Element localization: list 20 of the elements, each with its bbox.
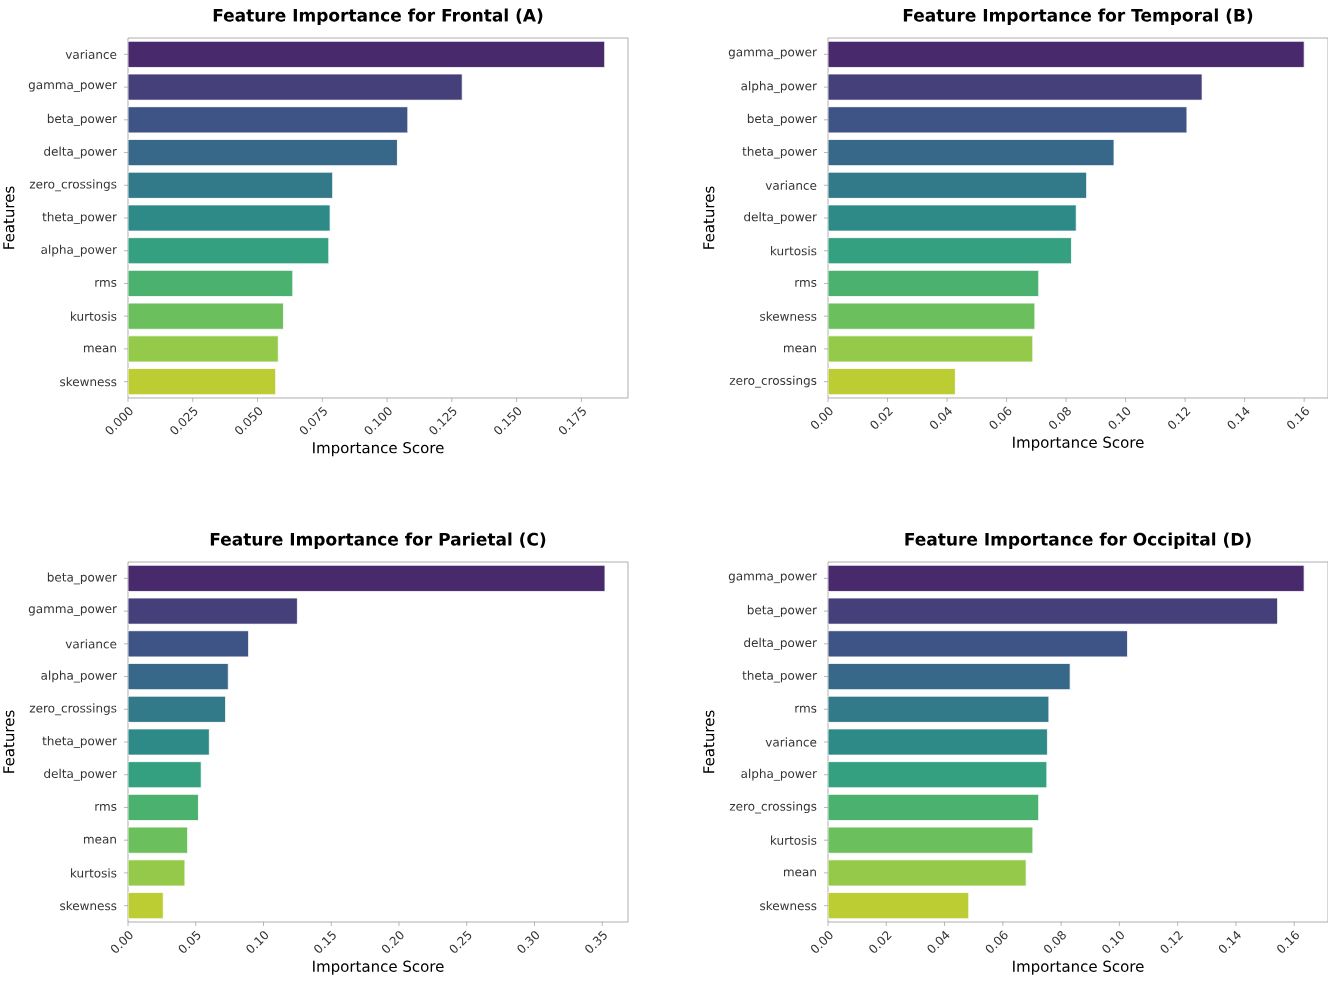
bar [828, 793, 1040, 821]
bar [828, 237, 1072, 265]
bar [128, 761, 202, 789]
bar [828, 40, 1305, 68]
bar [828, 663, 1071, 691]
chart-title: Feature Importance for Occipital (D) [905, 532, 1251, 549]
bar [128, 564, 606, 592]
bar [128, 663, 229, 691]
chart-title: Feature Importance for Temporal (B) [903, 8, 1253, 25]
bar [828, 335, 1034, 363]
bar [828, 302, 1036, 330]
chart-title: Feature Importance for Frontal (A) [213, 8, 543, 25]
bar [828, 564, 1305, 592]
bar [828, 892, 970, 920]
bar [828, 269, 1040, 297]
chart-title: Feature Importance for Parietal (C) [210, 532, 546, 549]
bar [128, 859, 186, 887]
bar [828, 859, 1027, 887]
bar [128, 892, 164, 920]
bar [828, 761, 1048, 789]
